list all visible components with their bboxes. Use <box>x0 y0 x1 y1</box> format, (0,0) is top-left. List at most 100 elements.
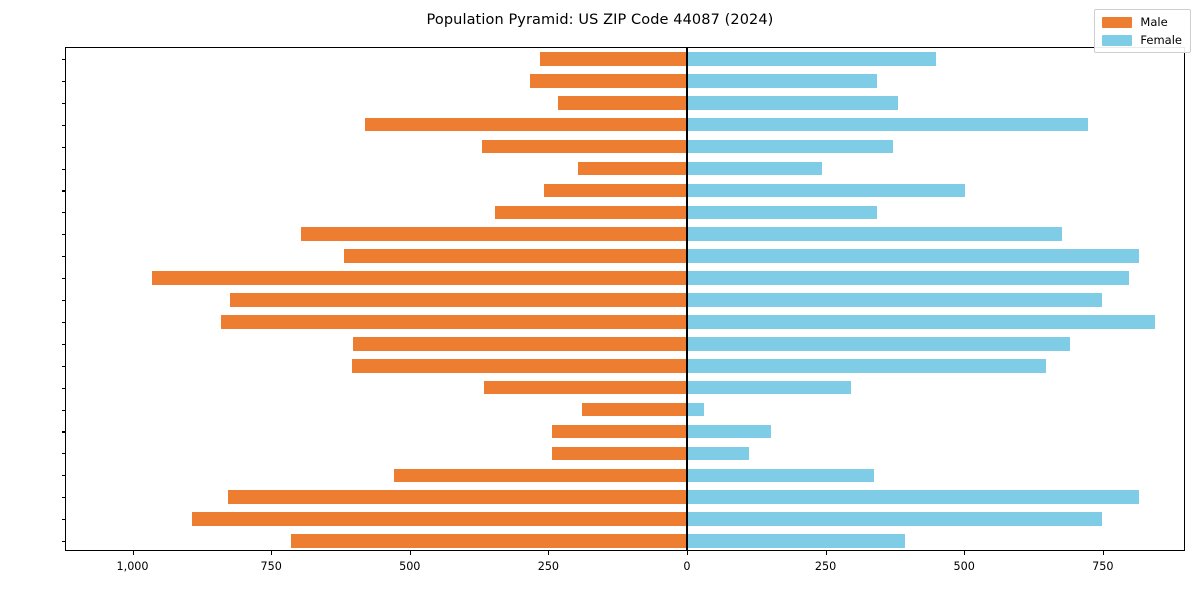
y-axis-tick <box>61 365 66 367</box>
chart-legend: Male Female <box>1094 9 1191 53</box>
y-axis-tick <box>61 256 66 258</box>
bar-female <box>686 249 1140 263</box>
bar-female <box>686 468 874 483</box>
y-axis-tick <box>61 409 66 411</box>
chart-title: Population Pyramid: US ZIP Code 44087 (2… <box>426 12 774 28</box>
x-axis-tick <box>271 550 273 555</box>
bar-male <box>364 117 687 132</box>
bar-male <box>481 139 687 154</box>
pyramid-row <box>66 468 1184 483</box>
y-axis-tick <box>61 519 66 521</box>
x-axis-tick-label: 750 <box>260 560 282 573</box>
y-axis-tick <box>61 80 66 82</box>
pyramid-row <box>66 293 1184 307</box>
pyramid-row <box>66 161 1184 176</box>
pyramid-row <box>66 249 1184 263</box>
bar-male <box>227 490 687 504</box>
y-axis-tick <box>61 168 66 170</box>
bar-male <box>351 358 687 373</box>
bar-female <box>686 315 1156 329</box>
bar-female <box>686 446 750 461</box>
bar-male <box>300 227 687 242</box>
bar-female <box>686 271 1129 285</box>
y-axis-tick <box>61 190 66 192</box>
bar-female <box>686 52 936 66</box>
y-axis-tick <box>61 321 66 323</box>
bar-male <box>495 205 687 220</box>
bar-female <box>686 424 771 439</box>
legend-entry: Male <box>1102 15 1182 29</box>
pyramid-row <box>66 227 1184 242</box>
bar-female <box>686 139 893 154</box>
x-axis-tick-label: 1,000 <box>116 560 149 573</box>
bars-layer <box>66 48 1184 550</box>
pyramid-row <box>66 52 1184 66</box>
x-axis-tick <box>1102 550 1104 555</box>
y-axis-tick <box>61 497 66 499</box>
bar-female <box>686 227 1063 242</box>
bar-male <box>543 183 687 198</box>
pyramid-row <box>66 358 1184 373</box>
y-axis-tick <box>61 300 66 302</box>
x-axis-tick <box>548 550 550 555</box>
pyramid-row <box>66 315 1184 329</box>
x-axis-tick <box>686 550 689 555</box>
pyramid-row <box>66 117 1184 132</box>
bar-male <box>529 74 687 88</box>
bar-male <box>578 161 687 176</box>
bar-female <box>686 512 1103 526</box>
pyramid-row <box>66 271 1184 285</box>
pyramid-row <box>66 490 1184 504</box>
pyramid-row <box>66 534 1184 548</box>
x-axis-tick-label: 750 <box>1092 560 1114 573</box>
bar-female <box>686 337 1070 351</box>
x-axis-tick <box>409 550 411 555</box>
y-axis-tick <box>61 234 66 236</box>
bar-male <box>539 52 687 66</box>
bar-female <box>686 161 822 176</box>
bar-male <box>220 315 687 329</box>
bar-female <box>686 534 905 548</box>
bar-female <box>686 183 965 198</box>
bar-female <box>686 74 878 88</box>
pyramid-row <box>66 205 1184 220</box>
bar-male <box>558 95 687 110</box>
x-axis-tick <box>132 550 134 555</box>
x-axis-tick <box>825 550 827 555</box>
y-axis-tick <box>61 212 66 214</box>
y-axis-tick <box>61 431 66 433</box>
x-axis-tick-label: 500 <box>399 560 421 573</box>
y-axis-tick <box>61 453 66 455</box>
bar-male <box>344 249 687 263</box>
y-axis-tick <box>61 102 66 104</box>
pyramid-row <box>66 337 1184 351</box>
bar-female <box>686 117 1089 132</box>
bar-male <box>229 293 687 307</box>
legend-swatch-icon <box>1102 16 1133 28</box>
zero-axis-line <box>686 48 688 550</box>
legend-entry: Female <box>1102 33 1182 47</box>
y-axis-tick <box>61 278 66 280</box>
plot-area: 85+80-8475-7970-7467-6965-6662-6460-6155… <box>61 47 1185 573</box>
bar-male <box>290 534 687 548</box>
pyramid-row <box>66 95 1184 110</box>
pyramid-row <box>66 402 1184 417</box>
pyramid-row <box>66 139 1184 154</box>
y-axis-tick <box>61 541 66 543</box>
bar-male <box>353 337 687 351</box>
bar-female <box>686 490 1140 504</box>
pyramid-row <box>66 512 1184 526</box>
bar-male <box>393 468 687 483</box>
bar-male <box>152 271 687 285</box>
bar-female <box>686 380 851 395</box>
x-axis-tick-label: 500 <box>953 560 975 573</box>
bar-male <box>192 512 687 526</box>
bar-male <box>551 446 687 461</box>
y-axis-tick <box>61 475 66 477</box>
bar-female <box>686 205 878 220</box>
pyramid-row <box>66 380 1184 395</box>
y-axis-tick <box>61 343 66 345</box>
y-axis-tick <box>61 124 66 126</box>
x-axis-tick-label: 0 <box>683 560 691 573</box>
